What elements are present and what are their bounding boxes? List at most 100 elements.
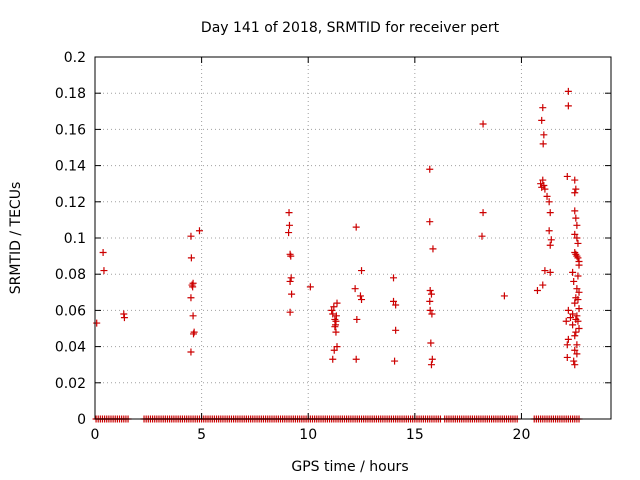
data-point (99, 248, 107, 256)
data-point (120, 314, 128, 322)
data-point (351, 285, 359, 293)
data-point (545, 198, 553, 206)
data-point (391, 357, 399, 365)
data-point (286, 277, 294, 285)
x-axis-title: GPS time / hours (291, 459, 408, 475)
data-point (479, 209, 487, 217)
y-tick-label: 0.06 (55, 303, 86, 319)
data-point (569, 268, 577, 276)
data-point (575, 261, 583, 269)
x-tick-label: 10 (299, 427, 317, 443)
plot-frame (94, 56, 612, 420)
data-point (572, 214, 580, 222)
data-point (571, 207, 579, 215)
data-point (358, 267, 366, 275)
data-point (189, 312, 197, 320)
data-point (564, 335, 572, 343)
data-point (547, 236, 555, 244)
data-point (353, 315, 361, 323)
data-point (287, 274, 295, 282)
y-tick-label: 0.18 (55, 86, 86, 102)
data-point (564, 306, 572, 314)
data-point (392, 301, 400, 309)
data-point (286, 250, 294, 258)
data-point (332, 312, 340, 320)
data-point (190, 330, 198, 338)
y-tick-label: 0.08 (55, 267, 86, 283)
y-axis-title: SRMTID / TECUs (8, 182, 24, 295)
data-point (571, 332, 579, 340)
data-point (331, 323, 339, 331)
data-point (564, 87, 572, 95)
data-point (285, 229, 293, 237)
data-point (187, 232, 195, 240)
data-point (571, 299, 579, 307)
data-point (426, 297, 434, 305)
data-point (570, 357, 578, 365)
data-point (533, 286, 541, 294)
data-point (187, 348, 195, 356)
data-point (120, 310, 128, 318)
data-point (546, 241, 554, 249)
y-tick-label: 0.14 (55, 159, 86, 175)
y-tick-label: 0.12 (55, 195, 86, 211)
data-point (285, 209, 293, 217)
data-point (329, 355, 337, 363)
data-point (575, 305, 583, 313)
data-point (390, 274, 398, 282)
data-point (573, 285, 581, 293)
data-point (187, 294, 195, 302)
y-tick-label: 0.16 (55, 122, 86, 138)
data-point (573, 350, 581, 358)
data-point (571, 230, 579, 238)
y-tick-label: 0.2 (64, 50, 86, 66)
data-point (575, 288, 583, 296)
data-point (546, 209, 554, 217)
data-point (100, 267, 108, 275)
data-point (574, 296, 582, 304)
data-point (573, 341, 581, 349)
data-point (574, 254, 582, 262)
data-point (426, 306, 434, 314)
data-point (541, 185, 549, 193)
x-tick-label: 20 (513, 427, 531, 443)
data-point (539, 140, 547, 148)
data-point (539, 104, 547, 112)
data-point (286, 308, 294, 316)
data-point (426, 218, 434, 226)
data-point (539, 176, 547, 184)
data-point (330, 346, 338, 354)
data-point (574, 239, 582, 247)
data-point (562, 317, 570, 325)
data-point (573, 221, 581, 229)
data-point (429, 245, 437, 253)
data-point (540, 182, 548, 190)
data-point (573, 312, 581, 320)
data-point (572, 328, 580, 336)
data-point (390, 297, 398, 305)
data-point (545, 227, 553, 235)
data-point (500, 292, 508, 300)
data-point (541, 267, 549, 275)
data-point (428, 310, 436, 318)
data-point (571, 176, 579, 184)
data-point (332, 328, 340, 336)
y-tick-label: 0.04 (55, 340, 86, 356)
x-tick-label: 5 (197, 427, 206, 443)
chart-title: Day 141 of 2018, SRMTID for receiver per… (201, 20, 500, 36)
data-point (571, 361, 579, 369)
data-point (187, 254, 195, 262)
y-tick-label: 0 (77, 412, 86, 428)
data-point (564, 102, 572, 110)
y-axis-ticks: 0 0.02 0.04 0.06 0.08 0.1 0.12 0.14 0.16 0.18 0.2 (55, 50, 611, 428)
grid-layer (95, 57, 611, 419)
data-point (569, 310, 577, 318)
data-point (352, 223, 360, 231)
data-point (188, 281, 196, 289)
data-point (427, 361, 435, 369)
data-point (479, 120, 487, 128)
data-point (392, 326, 400, 334)
data-point (574, 272, 582, 280)
data-point (575, 325, 583, 332)
